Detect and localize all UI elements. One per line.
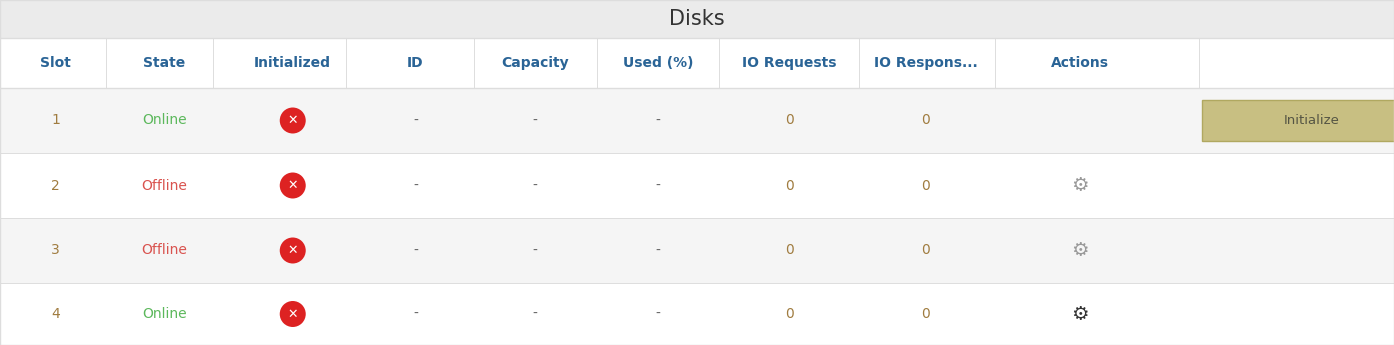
Text: 3: 3 bbox=[52, 244, 60, 257]
Text: Actions: Actions bbox=[1051, 56, 1110, 70]
Text: -: - bbox=[655, 307, 661, 321]
Text: ✕: ✕ bbox=[287, 307, 298, 321]
Text: IO Respons...: IO Respons... bbox=[874, 56, 977, 70]
Text: State: State bbox=[144, 56, 185, 70]
Text: Initialize: Initialize bbox=[1284, 114, 1340, 127]
FancyBboxPatch shape bbox=[1202, 100, 1394, 141]
Text: -: - bbox=[533, 178, 538, 193]
Text: 0: 0 bbox=[785, 307, 793, 321]
Text: 0: 0 bbox=[921, 178, 930, 193]
Text: 0: 0 bbox=[921, 307, 930, 321]
Text: ⚙: ⚙ bbox=[1072, 241, 1089, 260]
Text: -: - bbox=[413, 244, 418, 257]
Text: -: - bbox=[533, 114, 538, 128]
Text: -: - bbox=[655, 244, 661, 257]
FancyBboxPatch shape bbox=[0, 0, 1394, 38]
Text: Offline: Offline bbox=[142, 178, 187, 193]
Text: -: - bbox=[533, 244, 538, 257]
Text: Online: Online bbox=[142, 114, 187, 128]
FancyBboxPatch shape bbox=[0, 218, 1394, 283]
Text: ID: ID bbox=[407, 56, 424, 70]
Text: ⚙: ⚙ bbox=[1072, 176, 1089, 195]
Text: Slot: Slot bbox=[40, 56, 71, 70]
Text: 0: 0 bbox=[785, 114, 793, 128]
Text: -: - bbox=[413, 307, 418, 321]
Text: -: - bbox=[413, 178, 418, 193]
Ellipse shape bbox=[280, 108, 305, 134]
Text: -: - bbox=[655, 114, 661, 128]
FancyBboxPatch shape bbox=[0, 153, 1394, 218]
Text: ✕: ✕ bbox=[287, 179, 298, 192]
Text: -: - bbox=[655, 178, 661, 193]
Text: ⚙: ⚙ bbox=[1072, 305, 1089, 324]
Text: ✕: ✕ bbox=[287, 114, 298, 127]
Ellipse shape bbox=[280, 301, 305, 327]
Text: Disks: Disks bbox=[669, 9, 725, 29]
Text: 2: 2 bbox=[52, 178, 60, 193]
Text: Online: Online bbox=[142, 307, 187, 321]
FancyBboxPatch shape bbox=[0, 38, 1394, 88]
Ellipse shape bbox=[280, 237, 305, 264]
Text: 0: 0 bbox=[785, 178, 793, 193]
Text: Used (%): Used (%) bbox=[623, 56, 693, 70]
Text: IO Requests: IO Requests bbox=[742, 56, 836, 70]
Text: 1: 1 bbox=[52, 114, 60, 128]
FancyBboxPatch shape bbox=[0, 283, 1394, 345]
Text: 0: 0 bbox=[921, 244, 930, 257]
Text: -: - bbox=[533, 307, 538, 321]
Text: ✕: ✕ bbox=[287, 244, 298, 257]
Text: 0: 0 bbox=[921, 114, 930, 128]
Text: Capacity: Capacity bbox=[502, 56, 569, 70]
FancyBboxPatch shape bbox=[0, 88, 1394, 153]
Text: 4: 4 bbox=[52, 307, 60, 321]
Text: Initialized: Initialized bbox=[254, 56, 332, 70]
Text: 0: 0 bbox=[785, 244, 793, 257]
Text: Offline: Offline bbox=[142, 244, 187, 257]
Text: -: - bbox=[413, 114, 418, 128]
Ellipse shape bbox=[280, 172, 305, 198]
